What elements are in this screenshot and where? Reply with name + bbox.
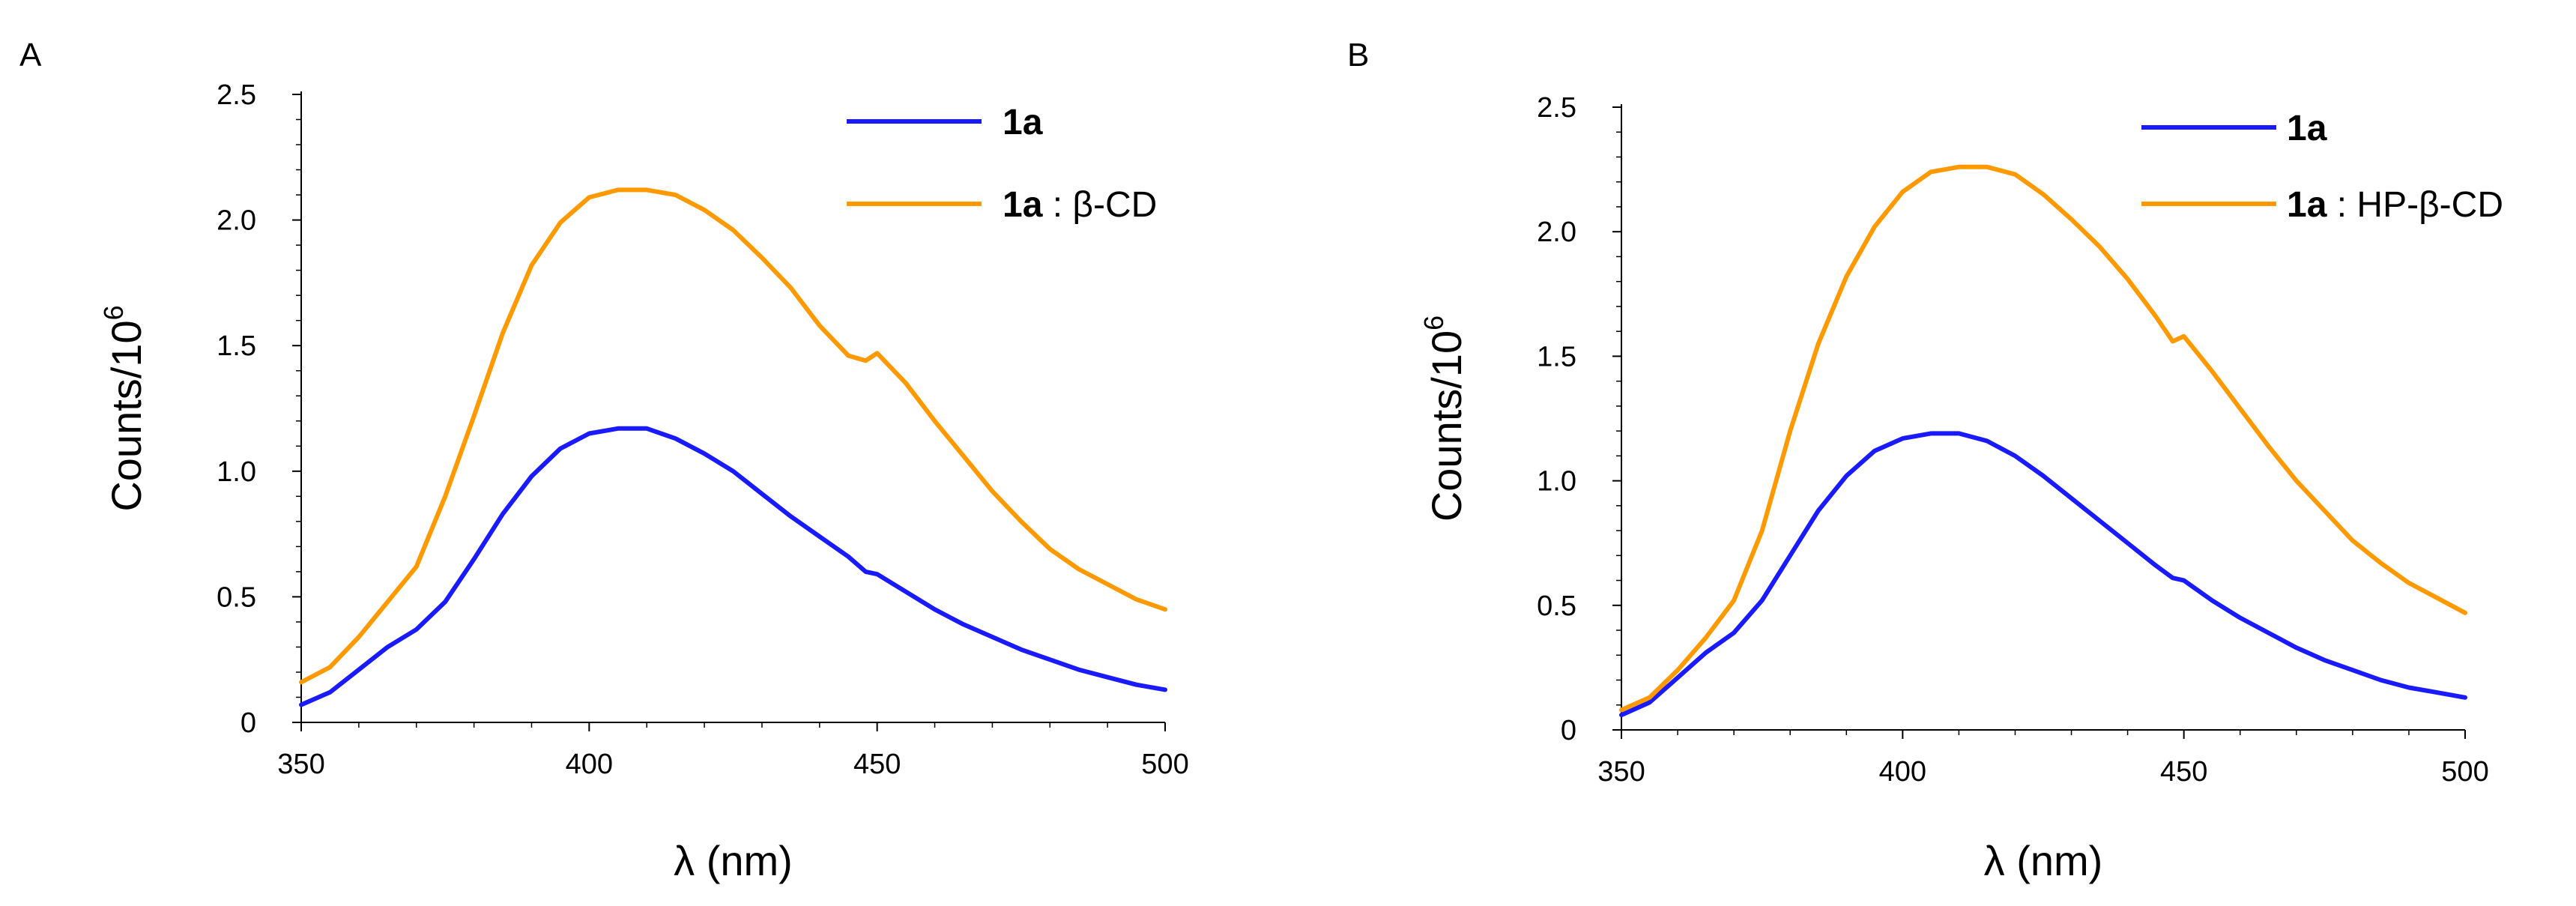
legend-label: 1a : HP-β-CD [2287, 185, 2503, 225]
y-tick-label: 1.0 [1537, 466, 1576, 498]
series-line-blue [299, 426, 1167, 707]
legend-label-bold: 1a [1003, 103, 1043, 142]
series-line-orange [1619, 164, 2467, 713]
x-tick-label: 500 [1141, 749, 1188, 780]
legend-label-bold: 1a [1003, 185, 1043, 225]
series-line-orange [299, 187, 1167, 685]
x-tick-label: 400 [1879, 756, 1926, 788]
y-tick-label: 2.0 [1537, 217, 1576, 248]
y-tick-label: 1.5 [1537, 341, 1576, 372]
x-axis-title: λ (nm) [674, 837, 793, 884]
legend-label-rest: : HP-β-CD [2326, 185, 2503, 225]
x-tick-label: 450 [853, 749, 901, 780]
x-tick-label: 500 [2441, 756, 2488, 788]
x-tick-label: 450 [2160, 756, 2207, 788]
chart-panel-A: A 0 0.5 1.0 1.5 2.0 2.5 350 400 450 500 λ (nm) Count… [19, 37, 1189, 884]
series-line-blue [1619, 431, 2467, 718]
legend-label-rest: : β-CD [1042, 185, 1157, 225]
x-tick-label: 350 [277, 749, 324, 780]
y-axis-title-exponent: 6 [98, 305, 129, 320]
y-tick-label: 0.5 [217, 582, 256, 613]
y-tick-label: 0 [241, 707, 256, 739]
legend-label-bold: 1a [2287, 109, 2327, 148]
y-tick-label: 1.0 [217, 456, 256, 488]
y-tick-label: 2.5 [1537, 92, 1576, 124]
legend-label: 1a [2287, 109, 2327, 148]
y-tick-label: 1.5 [217, 330, 256, 362]
x-tick-label: 350 [1597, 756, 1645, 788]
legend-label-bold: 1a [2287, 185, 2327, 225]
chart-panel-B: B 0 0.5 1.0 1.5 2.0 2.5 350 400 450 500 λ (nm) Count… [1347, 37, 2503, 884]
panel-label: B [1347, 37, 1369, 73]
panel-label: A [19, 37, 42, 73]
y-axis-title: Counts/106 [1418, 315, 1470, 522]
y-axis-title-base: Counts/10 [1423, 330, 1470, 522]
y-tick-label: 2.0 [217, 205, 256, 237]
legend-label: 1a [1003, 103, 1043, 142]
y-tick-label: 2.5 [217, 79, 256, 111]
x-axis-title: λ (nm) [1984, 837, 2103, 884]
y-axis-title: Counts/106 [98, 305, 150, 511]
x-tick-label: 400 [566, 749, 613, 780]
y-axis-title-exponent: 6 [1418, 315, 1449, 330]
legend-label: 1a : β-CD [1003, 185, 1157, 225]
y-axis-title-base: Counts/10 [103, 320, 150, 511]
y-tick-label: 0.5 [1537, 591, 1576, 622]
y-tick-label: 0 [1561, 715, 1576, 746]
